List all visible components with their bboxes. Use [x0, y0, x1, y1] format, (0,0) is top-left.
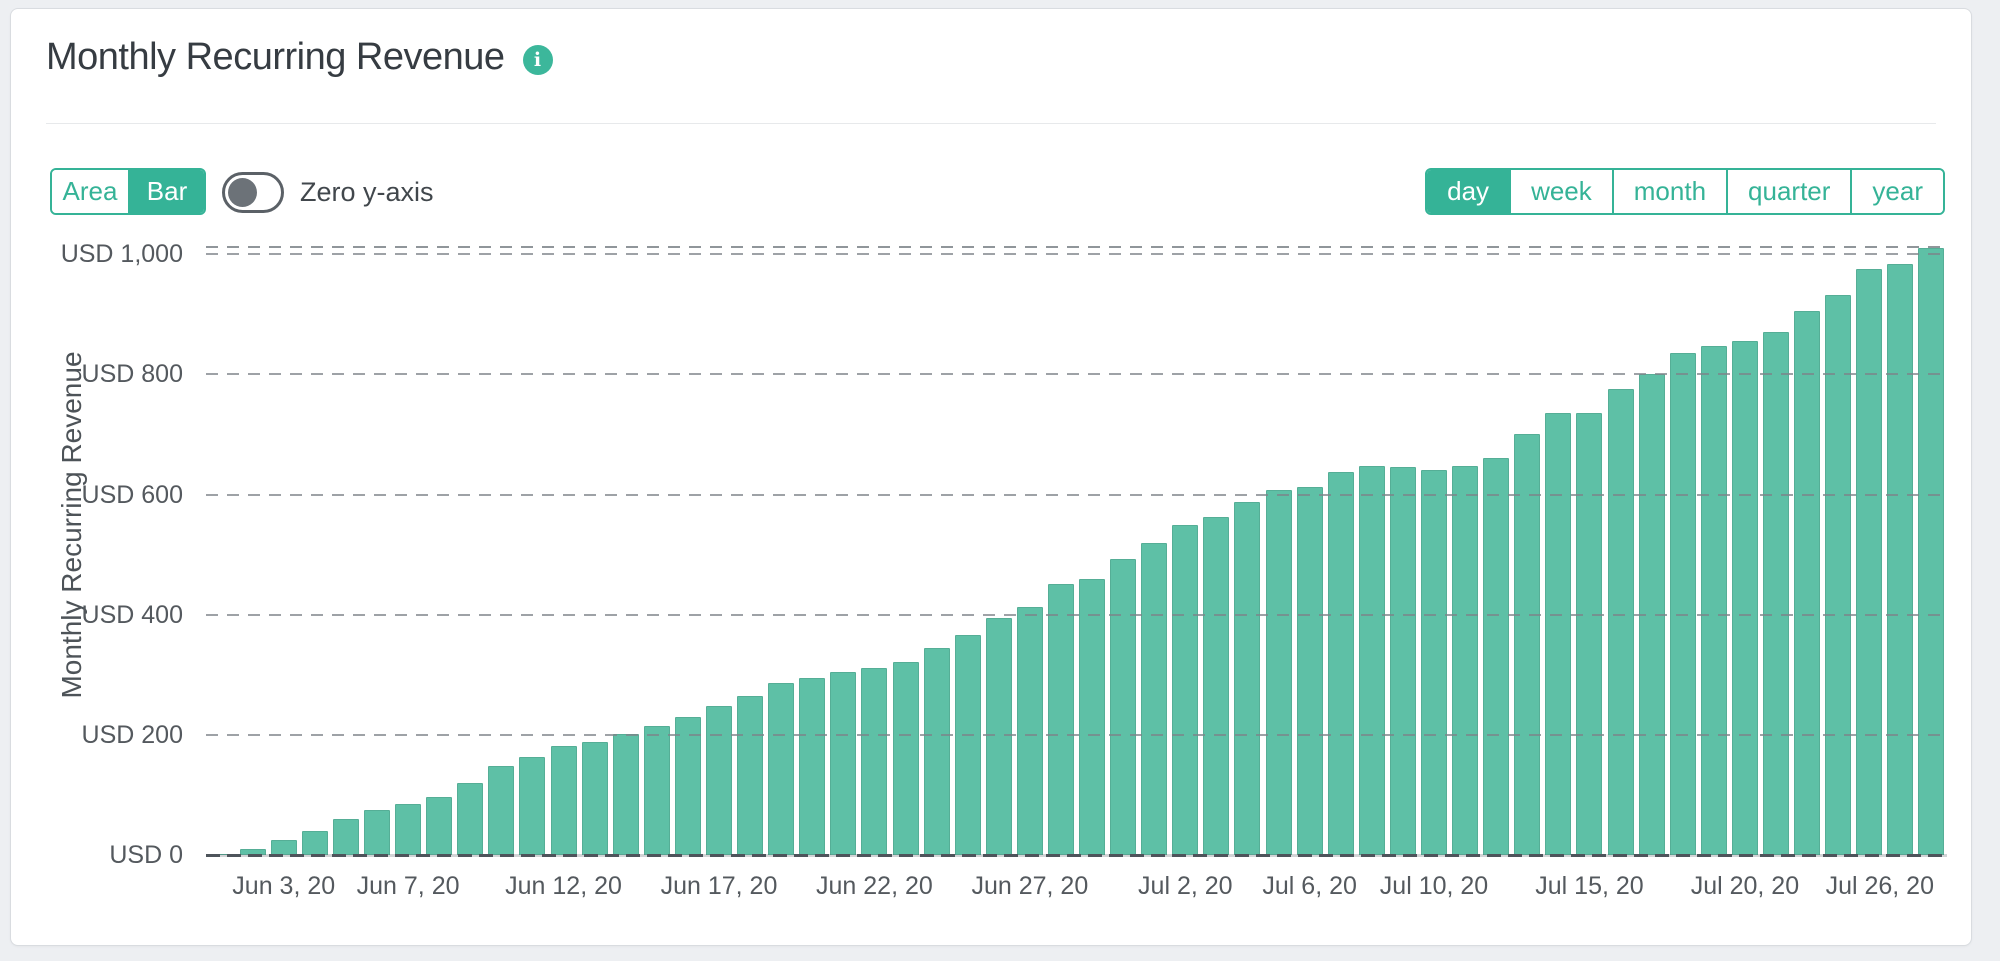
bar-jul-5[interactable]	[1265, 490, 1292, 855]
bar-jul-16[interactable]	[1607, 389, 1634, 855]
bar-jul-1[interactable]	[1141, 542, 1168, 855]
bar-jun-13[interactable]	[581, 742, 608, 855]
y-tick-label: USD 400	[81, 600, 183, 629]
bar-jun-19[interactable]	[768, 682, 795, 855]
bar-jun-18[interactable]	[737, 695, 764, 855]
bar-jun-16[interactable]	[674, 716, 701, 855]
bar-jul-10[interactable]	[1421, 470, 1448, 855]
bar-jun-17[interactable]	[705, 706, 732, 855]
y-tick-label: USD 600	[81, 480, 183, 509]
zero-y-axis-label: Zero y-axis	[300, 177, 434, 207]
bar-jul-12[interactable]	[1483, 458, 1510, 855]
bar-jul-21[interactable]	[1763, 332, 1789, 855]
bar-jun-1[interactable]	[208, 853, 235, 855]
range-button-year[interactable]: year	[1850, 170, 1943, 213]
y-tick-label: USD 200	[81, 720, 183, 749]
card-header: Monthly Recurring Revenue i	[46, 36, 553, 79]
x-tick-label: Jul 2, 20	[1138, 872, 1233, 900]
chart-type-switcher: Area Bar	[50, 168, 206, 215]
bar-jun-14[interactable]	[612, 734, 639, 855]
zero-y-axis-toggle[interactable]	[222, 172, 284, 213]
bar-jun-10[interactable]	[488, 766, 515, 855]
bar-jun-26[interactable]	[985, 617, 1012, 855]
bar-jul-25[interactable]	[1887, 263, 1914, 855]
x-tick-label: Jul 20, 20	[1690, 872, 1800, 900]
chart-type-button-area[interactable]: Area	[52, 170, 128, 213]
bar-jul-18[interactable]	[1669, 352, 1696, 855]
bar-jun-20[interactable]	[799, 677, 826, 855]
x-tick-label: Jul 26, 20	[1825, 872, 1934, 900]
range-button-day[interactable]: day	[1427, 170, 1510, 213]
y-axis-title: Monthly Recurring Revenue	[56, 351, 87, 699]
bar-jun-3[interactable]	[270, 839, 297, 855]
bar-jul-19[interactable]	[1700, 345, 1727, 855]
bar-jul-6[interactable]	[1296, 486, 1323, 855]
range-switcher: day week month quarter year	[1425, 168, 1945, 215]
bar-jul-8[interactable]	[1358, 465, 1385, 855]
bar-jun-15[interactable]	[643, 725, 670, 855]
bar-jun-21[interactable]	[830, 671, 857, 855]
bar-jun-27[interactable]	[1016, 606, 1043, 855]
x-tick-label: Jun 12, 20	[505, 872, 622, 900]
bar-jul-22[interactable]	[1794, 310, 1821, 855]
x-tick-label: Jul 6, 20	[1262, 872, 1357, 900]
x-tick-label: Jul 10, 20	[1379, 872, 1489, 900]
bar-jun-9[interactable]	[457, 782, 484, 855]
bar-jun-23[interactable]	[892, 661, 919, 855]
bar-jun-28[interactable]	[1047, 584, 1074, 855]
bar-jun-12[interactable]	[550, 746, 577, 855]
bar-jun-24[interactable]	[923, 647, 950, 855]
range-button-week[interactable]: week	[1509, 170, 1612, 213]
range-button-quarter[interactable]: quarter	[1726, 170, 1851, 213]
bar-jul-24[interactable]	[1856, 269, 1883, 855]
info-icon[interactable]: i	[522, 44, 553, 75]
x-tick-label: Jun 22, 20	[816, 872, 933, 900]
bar-jul-7[interactable]	[1327, 471, 1354, 855]
bar-jun-25[interactable]	[954, 634, 981, 855]
bar-jul-14[interactable]	[1545, 412, 1572, 855]
page-title: Monthly Recurring Revenue	[46, 36, 505, 78]
bar-jul-11[interactable]	[1452, 465, 1479, 855]
bar-jun-22[interactable]	[861, 667, 888, 855]
y-tick-label: USD 0	[109, 841, 183, 869]
x-tick-label: Jun 7, 20	[356, 872, 460, 900]
chart-type-button-bar[interactable]: Bar	[128, 170, 204, 213]
bar-jul-17[interactable]	[1638, 374, 1665, 855]
x-tick-label: Jun 17, 20	[660, 872, 778, 900]
bar-jun-30[interactable]	[1110, 559, 1137, 855]
toggle-knob	[228, 178, 257, 207]
bar-jul-9[interactable]	[1389, 466, 1416, 855]
y-tick-label: USD 1,000	[60, 240, 183, 269]
bar-jun-29[interactable]	[1079, 578, 1106, 855]
bar-jun-7[interactable]	[395, 803, 422, 855]
bar-jun-5[interactable]	[332, 818, 359, 855]
bar-jul-4[interactable]	[1234, 501, 1261, 855]
bar-jul-23[interactable]	[1825, 295, 1852, 855]
header-divider	[46, 123, 1936, 124]
bar-jul-2[interactable]	[1172, 525, 1199, 855]
bar-jun-4[interactable]	[301, 830, 328, 855]
x-tick-label: Jun 3, 20	[232, 872, 336, 900]
range-button-month[interactable]: month	[1611, 170, 1727, 213]
bar-jun-8[interactable]	[426, 796, 453, 855]
bar-jun-6[interactable]	[363, 809, 390, 855]
bar-jun-2[interactable]	[239, 848, 266, 855]
bar-jul-15[interactable]	[1576, 412, 1603, 855]
x-tick-label: Jul 15, 20	[1535, 872, 1644, 900]
bar-jul-26[interactable]	[1918, 248, 1945, 855]
bar-jun-11[interactable]	[519, 757, 546, 855]
bar-jul-13[interactable]	[1514, 433, 1541, 855]
x-tick-label: Jun 27, 20	[971, 872, 1089, 900]
y-tick-label: USD 800	[81, 360, 183, 389]
bar-jul-20[interactable]	[1731, 340, 1758, 855]
bar-jul-3[interactable]	[1203, 517, 1230, 855]
